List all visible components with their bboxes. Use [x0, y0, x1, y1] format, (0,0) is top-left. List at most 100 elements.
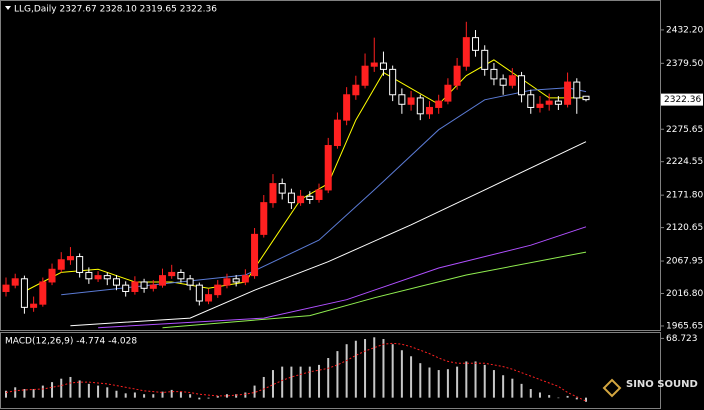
macd-bar [382, 339, 385, 398]
candle-body [389, 68, 397, 96]
candle-body [573, 81, 581, 99]
candle-body [278, 183, 286, 194]
candle-body [112, 278, 120, 286]
moving-average [98, 226, 587, 329]
macd-bar [483, 364, 486, 398]
macd-bar [419, 363, 422, 398]
macd-bar [373, 337, 376, 398]
candle-body [103, 275, 111, 280]
candle-body [361, 65, 369, 86]
macd-bar [585, 397, 587, 402]
menu-arrow [5, 6, 11, 10]
candle-body [205, 294, 213, 302]
candle-body [306, 195, 314, 200]
y-tick-label: 2171.80 [666, 191, 703, 201]
macd-bar [225, 394, 228, 398]
macd-bar [336, 351, 339, 398]
macd-bar [14, 387, 17, 398]
macd-bar [143, 394, 146, 398]
moving-average [162, 251, 587, 329]
current-price: 2322.36 [664, 95, 701, 105]
macd-bar [410, 356, 413, 398]
candle-body [352, 84, 360, 96]
macd-bar [60, 378, 63, 398]
moving-average [61, 87, 587, 296]
macd-bar [106, 387, 109, 398]
candle-body [582, 95, 590, 101]
candle-body [324, 145, 332, 191]
macd-bar [428, 367, 431, 398]
macd-bar [115, 390, 118, 398]
macd-bar [354, 340, 357, 398]
y-tick-label: 68.723 [666, 334, 698, 344]
candle-body [241, 275, 249, 283]
candle-body [30, 303, 38, 308]
macd-bar [161, 391, 164, 398]
macd-bar [262, 376, 265, 398]
candle-body [453, 65, 461, 86]
candle-body [398, 94, 406, 105]
candle-body [499, 78, 507, 86]
logo: SINO SOUND [602, 378, 698, 398]
candle-body [287, 192, 295, 204]
y-tick-label: 2379.50 [666, 59, 703, 69]
macd-bar [253, 385, 256, 398]
macd-bar [124, 393, 127, 398]
macd-bar [364, 339, 367, 398]
candle-body [444, 84, 452, 102]
macd-bar [290, 366, 293, 398]
macd-bar [327, 358, 330, 398]
macd-bar [133, 392, 136, 398]
candle-body [545, 100, 553, 105]
candle-body [315, 189, 323, 200]
macd-bar [308, 366, 311, 398]
macd-bar [557, 397, 560, 399]
macd-bar [87, 383, 90, 398]
candle-body [85, 271, 93, 280]
candle-body [407, 97, 415, 105]
logo-text: SINO SOUND [626, 379, 698, 390]
y-tick-label: 2067.95 [666, 257, 703, 267]
macd-bar [437, 370, 440, 398]
signal-line [5, 342, 587, 402]
macd-bar [520, 383, 523, 398]
candle-body [76, 256, 84, 273]
candle-body [214, 284, 222, 296]
macd-bar [566, 395, 569, 398]
logo-icon [602, 378, 622, 398]
candle-body [159, 275, 167, 286]
macd-bar [78, 380, 81, 398]
macd-bar [281, 366, 284, 398]
macd-bar [456, 366, 459, 398]
macd-bar [529, 389, 532, 398]
macd-bar [492, 370, 495, 398]
macd-bar [97, 385, 100, 398]
candle-body [370, 62, 378, 67]
macd-bar [446, 369, 449, 398]
candle-body [297, 195, 305, 204]
candle-body [518, 75, 526, 96]
macd-bar [170, 389, 173, 398]
candle-body [177, 271, 185, 280]
candle-body [472, 37, 480, 51]
macd-bar [5, 390, 7, 398]
candle-body [527, 94, 535, 108]
candle-body [140, 281, 148, 289]
candle-body [260, 202, 268, 235]
candle-body [122, 284, 130, 292]
candle-body [490, 68, 498, 80]
candle-body [416, 97, 424, 115]
candle-body [508, 75, 516, 86]
price-pane [0, 0, 661, 331]
macd-bar [548, 395, 551, 398]
y-tick-label: 2275.65 [666, 125, 703, 135]
macd-bar [299, 366, 302, 398]
y-tick-label: 2432.20 [666, 25, 703, 35]
candle-body [481, 49, 489, 70]
candle-body [168, 271, 176, 277]
candle-body [564, 81, 572, 105]
macd-bar [511, 378, 514, 398]
macd-bar [318, 364, 321, 398]
macd-bar [538, 392, 541, 398]
